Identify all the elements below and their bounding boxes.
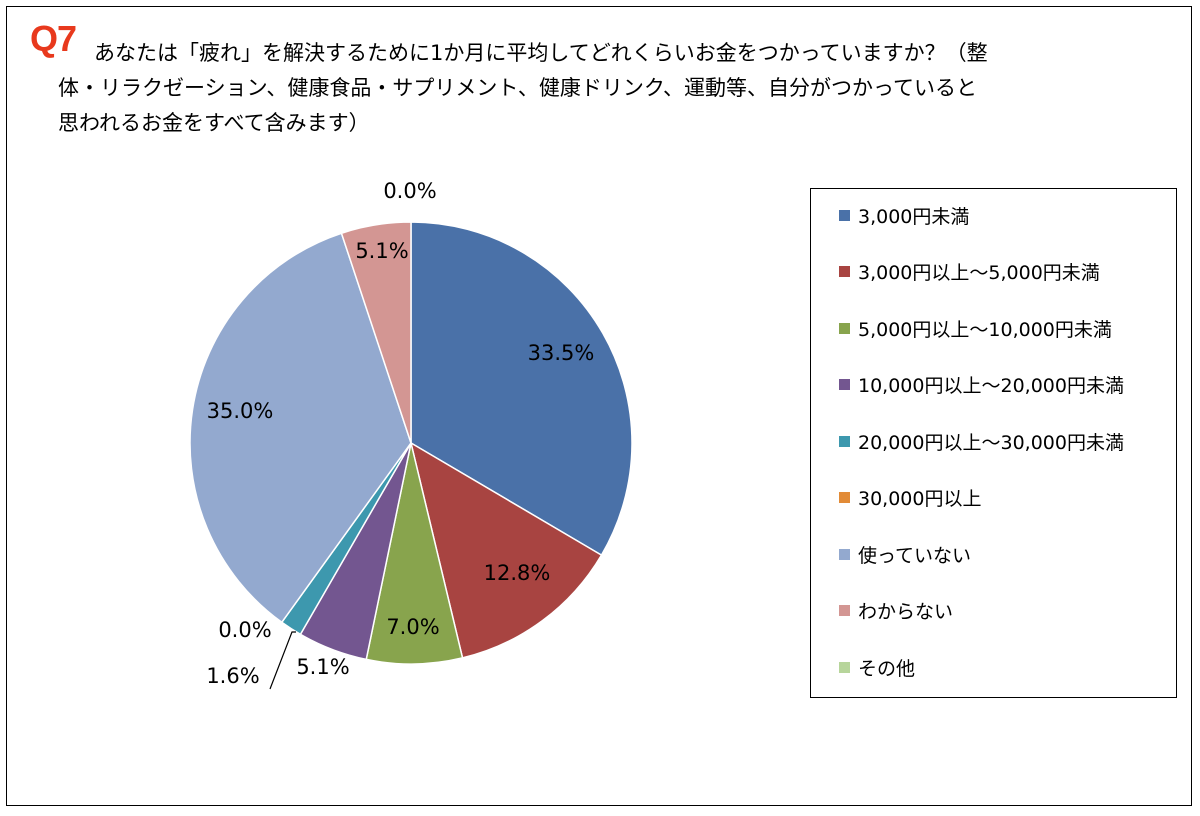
- slice-label: 0.0%: [383, 179, 436, 203]
- slice-label: 35.0%: [207, 399, 274, 423]
- legend-item: 使っていない: [839, 540, 971, 568]
- pie-slice: [409, 441, 603, 659]
- slice-label: 5.1%: [355, 239, 408, 263]
- question-number: Q7: [30, 18, 77, 59]
- legend-label: 5,000円以上～10,000円未満: [858, 318, 1112, 341]
- legend-swatch: [839, 548, 850, 560]
- legend-swatch: [839, 322, 850, 334]
- slice-label: 0.0%: [218, 618, 271, 642]
- legend-item: 10,000円以上～20,000円未満: [839, 371, 1124, 399]
- legend-item: その他: [839, 653, 915, 681]
- legend-label: その他: [858, 657, 916, 680]
- legend-label: 30,000円以上: [858, 488, 982, 510]
- legend-item: 30,000円以上: [839, 484, 981, 512]
- legend-item: 20,000円以上～30,000円未満: [839, 427, 1124, 455]
- legend-swatch: [839, 435, 850, 447]
- legend-label: 20,000円以上～30,000円未満: [858, 431, 1124, 454]
- legend-swatch: [839, 266, 850, 277]
- legend-label: 使っていない: [858, 544, 972, 567]
- legend-swatch: [839, 605, 850, 616]
- slice-label: 12.8%: [484, 561, 551, 585]
- legend-swatch: [839, 492, 850, 503]
- chart-legend: 3,000円未満 3,000円以上～5,000円未満 5,000円以上～10,000…: [810, 188, 1177, 698]
- pie-slice: [340, 221, 412, 444]
- question-text: あなたは「疲れ」を解決するために1か月に平均してどれくらいお金をつかっていますか…: [58, 41, 988, 135]
- legend-label: 10,000円以上～20,000円未満: [858, 375, 1124, 397]
- legend-swatch: [839, 209, 850, 221]
- slice-label: 1.6%: [206, 664, 259, 688]
- leader-line: [269, 631, 296, 690]
- legend-item: 3,000円未満: [839, 201, 969, 229]
- slice-label: 7.0%: [386, 615, 439, 639]
- legend-label: 3,000円以上～5,000円未満: [858, 262, 1100, 284]
- legend-swatch: [839, 379, 850, 390]
- legend-item: わからない: [839, 597, 953, 625]
- legend-item: 5,000円以上～10,000円未満: [839, 314, 1112, 342]
- legend-label: 3,000円未満: [858, 205, 970, 228]
- pie-slice: [410, 221, 633, 557]
- slice-label: 33.5%: [528, 341, 595, 365]
- pie-slice: [189, 232, 412, 624]
- legend-label: わからない: [858, 601, 954, 623]
- legend-swatch: [839, 661, 850, 673]
- slice-label: 5.1%: [296, 655, 349, 679]
- legend-item: 3,000円以上～5,000円未満: [839, 258, 1100, 286]
